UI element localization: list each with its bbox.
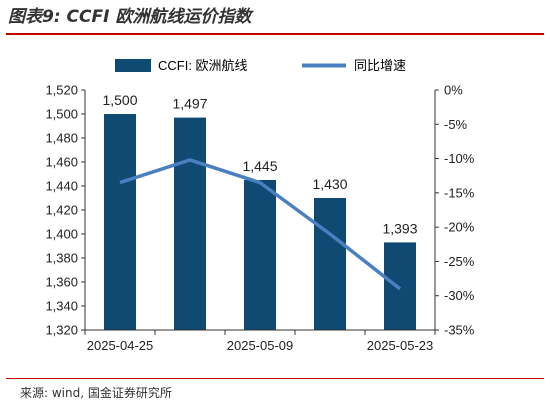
x-axis-tick-label: 2025-04-25 bbox=[87, 338, 154, 353]
bar bbox=[174, 117, 206, 330]
right-axis-tick-label: -5% bbox=[444, 117, 468, 132]
legend-line-label: 同比增速 bbox=[354, 58, 406, 73]
title-rule bbox=[6, 33, 544, 35]
yoy-line bbox=[119, 158, 402, 291]
left-axis-tick-label: 1,480 bbox=[45, 131, 78, 146]
left-axis-tick-label: 1,440 bbox=[45, 179, 78, 194]
left-axis: 1,320 1,340 1,360 1,380 1,400 1,420 1,440 1,460… bbox=[45, 83, 86, 338]
bar-data-label: 1,500 bbox=[102, 92, 137, 108]
left-axis-tick-label: 1,320 bbox=[45, 323, 78, 338]
bar-data-label: 1,393 bbox=[382, 220, 417, 236]
right-axis-tick-label: -30% bbox=[444, 288, 475, 303]
left-axis-tick-label: 1,400 bbox=[45, 227, 78, 242]
right-axis-tick-label: -25% bbox=[444, 254, 475, 269]
left-axis-tick-label: 1,520 bbox=[45, 83, 78, 98]
right-axis-tick-label: -10% bbox=[444, 151, 475, 166]
chart: CCFI: 欧洲航线 同比增速 1,320 1,340 1,360 1,380 1,40… bbox=[45, 58, 475, 353]
left-axis-tick-label: 1,460 bbox=[45, 155, 78, 170]
x-axis-tick-label: 2025-05-23 bbox=[367, 338, 434, 353]
right-axis-tick-label: 0% bbox=[444, 83, 463, 98]
legend-bar-label: CCFI: 欧洲航线 bbox=[158, 58, 248, 73]
source-note: 来源: wind, 国金证券研究所 bbox=[20, 386, 172, 400]
bar-data-label: 1,430 bbox=[312, 176, 347, 192]
legend-bar-swatch bbox=[115, 59, 151, 72]
bar bbox=[244, 180, 276, 330]
left-axis-tick-label: 1,340 bbox=[45, 299, 78, 314]
left-axis-tick-label: 1,380 bbox=[45, 251, 78, 266]
right-axis-tick-label: -20% bbox=[444, 220, 475, 235]
right-axis-tick-label: -15% bbox=[444, 185, 475, 200]
right-axis-tick-label: -35% bbox=[444, 323, 475, 338]
bar bbox=[384, 242, 416, 330]
bar bbox=[314, 198, 346, 330]
left-axis-tick-label: 1,500 bbox=[45, 107, 78, 122]
left-axis-tick-label: 1,360 bbox=[45, 275, 78, 290]
source-rule bbox=[6, 378, 544, 379]
x-axis: 2025-04-25 2025-05-09 2025-05-23 bbox=[84, 329, 436, 353]
bar-data-labels: 1,500 1,497 1,445 1,430 1,393 bbox=[102, 92, 417, 236]
bar-data-label: 1,445 bbox=[242, 158, 277, 174]
bar bbox=[104, 114, 136, 330]
bar-data-label: 1,497 bbox=[172, 96, 207, 112]
x-axis-tick-label: 2025-05-09 bbox=[227, 338, 294, 353]
right-axis: 0% -5% -10% -15% -20% -25% -30% -35% bbox=[434, 83, 475, 338]
left-axis-tick-label: 1,420 bbox=[45, 203, 78, 218]
bar-series bbox=[104, 114, 416, 330]
chart-title: 图表9: CCFI 欧洲航线运价指数 bbox=[8, 7, 252, 27]
legend: CCFI: 欧洲航线 同比增速 bbox=[115, 58, 406, 73]
